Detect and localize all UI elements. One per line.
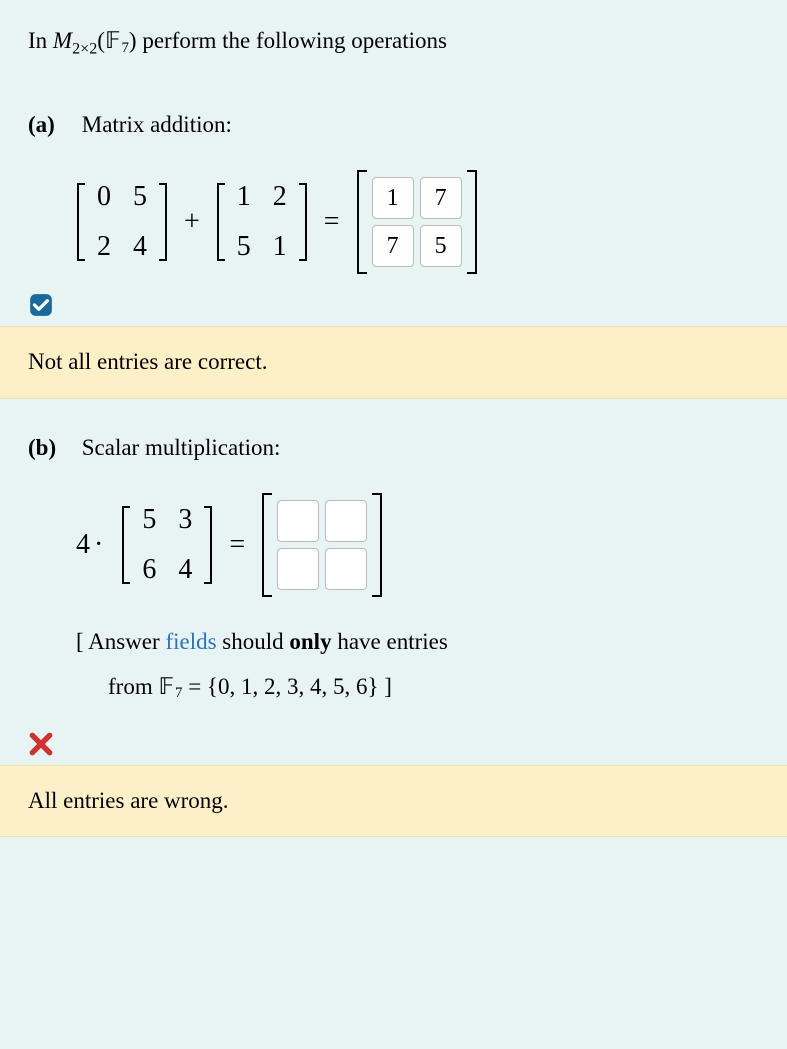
part-a-label: (a) (28, 108, 76, 143)
matrix-b: 5 6 3 4 (121, 506, 213, 584)
part-a-status-icon (28, 292, 759, 318)
matrix-cell: 3 (169, 499, 201, 541)
bracket-right-icon (203, 506, 213, 584)
bracket-left-icon (261, 493, 273, 597)
part-a-header: (a) Matrix addition: (28, 108, 759, 143)
equals-sign: = (223, 524, 251, 566)
part-b-equation: 4· 5 6 3 4 = (76, 493, 759, 597)
bracket-left-icon (76, 183, 86, 261)
answer-input[interactable]: 7 (372, 225, 414, 267)
part-b: (b) Scalar multiplication: 4· 5 6 3 4 (28, 431, 759, 838)
matrix-cell: 2 (88, 226, 120, 268)
answer-input[interactable] (325, 500, 367, 542)
hint-link[interactable]: fields (165, 629, 216, 654)
bracket-left-icon (216, 183, 226, 261)
matrix-cell: 4 (124, 226, 156, 268)
answer-input[interactable] (277, 548, 319, 590)
hint2-set: {0, 1, 2, 3, 4, 5, 6} (207, 674, 379, 699)
plus-operator: + (178, 201, 206, 243)
space-subscript: 2×2 (72, 41, 97, 58)
intro-prefix: In (28, 28, 53, 53)
matrix-cell: 2 (264, 176, 296, 218)
part-a: (a) Matrix addition: 0 2 5 4 (28, 108, 759, 399)
part-b-feedback: All entries are wrong. (0, 765, 787, 838)
matrix-cell: 1 (228, 176, 260, 218)
hint-open: [ Answer (76, 629, 165, 654)
matrix-a-left: 0 2 5 4 (76, 183, 168, 261)
matrix-cell: 5 (133, 499, 165, 541)
answer-input[interactable]: 5 (420, 225, 462, 267)
field-symbol: 𝔽 (105, 28, 121, 53)
part-b-status-icon (28, 731, 759, 757)
answer-input[interactable] (325, 548, 367, 590)
check-badge-icon (28, 292, 54, 318)
bracket-left-icon (356, 170, 368, 274)
hint2-close: ] (379, 674, 392, 699)
part-a-title: Matrix addition: (82, 112, 232, 137)
matrix-cell: 6 (133, 549, 165, 591)
part-a-equation: 0 2 5 4 + 1 5 (76, 170, 759, 274)
feedback-text: All entries are wrong. (28, 788, 229, 813)
intro-suffix: perform the following operations (137, 28, 447, 53)
matrix-a-answer: 1 7 7 5 (356, 170, 478, 274)
bracket-right-icon (298, 183, 308, 261)
matrix-cell: 5 (124, 176, 156, 218)
matrix-cell: 1 (264, 226, 296, 268)
matrix-a-right: 1 5 2 1 (216, 183, 308, 261)
answer-input[interactable]: 1 (372, 177, 414, 219)
bracket-left-icon (121, 506, 131, 584)
hint2-eq: = (182, 674, 206, 699)
bracket-right-icon (158, 183, 168, 261)
hint-line2: from 𝔽7 = {0, 1, 2, 3, 4, 5, 6} ] (108, 670, 759, 705)
field-open: ( (97, 28, 105, 53)
scalar-value: 4· (76, 524, 111, 566)
equals-sign: = (318, 201, 346, 243)
space-symbol: M (53, 28, 72, 53)
part-b-title: Scalar multiplication: (82, 435, 281, 460)
matrix-b-answer (261, 493, 383, 597)
cross-icon (28, 731, 54, 757)
answer-input[interactable]: 7 (420, 177, 462, 219)
hint2-field: 𝔽 (158, 674, 174, 699)
hint2-prefix: from (108, 674, 158, 699)
hint-line1: [ Answer fields should only have entries (76, 625, 759, 660)
matrix-cell: 5 (228, 226, 260, 268)
hint-bold: only (289, 629, 331, 654)
part-b-header: (b) Scalar multiplication: (28, 431, 759, 466)
bracket-right-icon (371, 493, 383, 597)
field-close: ) (129, 28, 137, 53)
part-b-label: (b) (28, 431, 76, 466)
bracket-right-icon (466, 170, 478, 274)
intro-text: In M2×2(𝔽7) perform the following operat… (28, 24, 759, 62)
matrix-cell: 0 (88, 176, 120, 218)
hint-rest: have entries (332, 629, 448, 654)
hint-mid: should (217, 629, 290, 654)
answer-input[interactable] (277, 500, 319, 542)
field-subscript: 7 (120, 40, 128, 56)
matrix-cell: 4 (169, 549, 201, 591)
problem-page: In M2×2(𝔽7) perform the following operat… (0, 0, 787, 1049)
feedback-text: Not all entries are correct. (28, 349, 267, 374)
part-a-feedback: Not all entries are correct. (0, 326, 787, 399)
